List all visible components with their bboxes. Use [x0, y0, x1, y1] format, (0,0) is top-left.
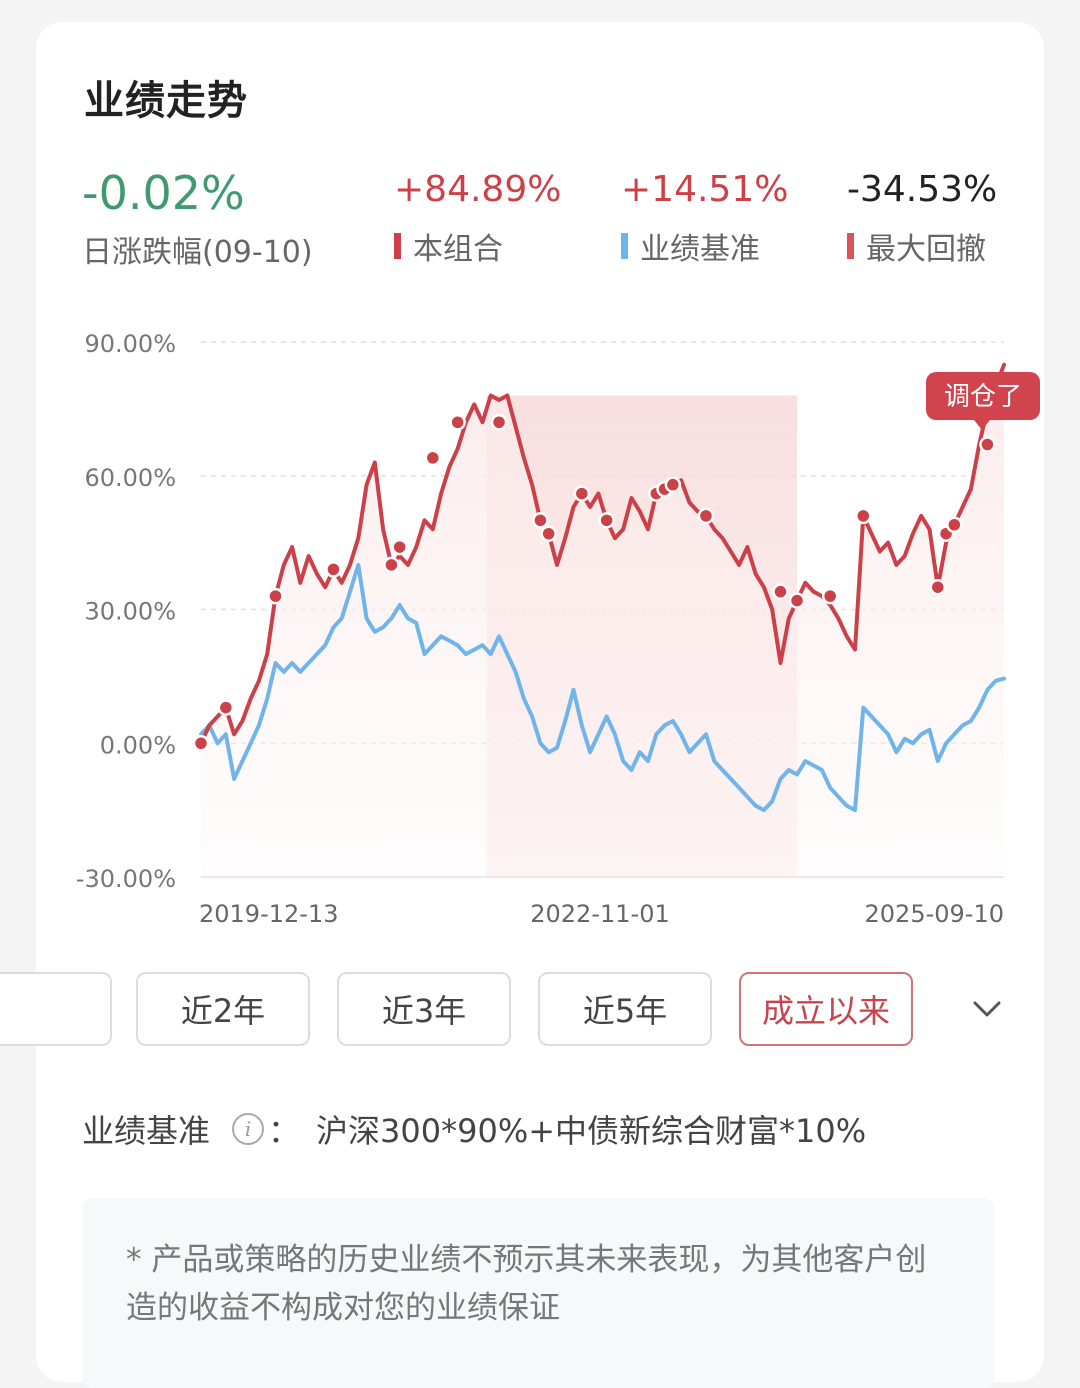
rebalance-marker	[490, 414, 508, 431]
daily-change-label: 日涨跌幅(09-10)	[82, 235, 313, 270]
rebalance-marker	[929, 578, 947, 596]
rebalance-marker	[217, 699, 235, 716]
y-tick-label: -30.00%	[76, 865, 176, 893]
rebalance-marker	[192, 735, 210, 752]
rebalance-marker	[788, 592, 806, 609]
rebalance-marker	[424, 449, 442, 467]
benchmark-formula: 沪深300*90%+中债新综合财富*10%	[316, 1112, 867, 1150]
period-selector: 近2年 近3年 近5年 成立以来	[0, 972, 1044, 1052]
rebalance-marker	[772, 583, 789, 600]
rebalance-marker	[325, 561, 342, 578]
y-tick-label: 0.00%	[100, 731, 176, 759]
benchmark-legend-marker	[621, 233, 628, 259]
rebalance-marker	[391, 538, 408, 556]
drawdown-legend-marker	[847, 233, 854, 259]
period-button-hidden[interactable]	[0, 972, 112, 1046]
rebalance-marker	[979, 436, 996, 453]
portfolio-area	[201, 364, 1004, 877]
rebalance-marker	[449, 414, 466, 431]
benchmark-colon: ：	[268, 1112, 301, 1150]
daily-change-value: -0.02%	[82, 166, 245, 220]
max-drawdown-value: -34.53%	[847, 169, 998, 210]
benchmark-return-value: +14.51%	[621, 169, 789, 210]
info-icon[interactable]: i	[232, 1113, 265, 1145]
rebalance-marker	[573, 485, 591, 502]
x-tick-label: 2019-12-13	[199, 900, 338, 928]
period-button-3y[interactable]: 近3年	[337, 972, 511, 1046]
stat-max-drawdown[interactable]: -34.53% 最大回撤	[847, 170, 997, 268]
benchmark-legend-label: 业绩基准	[640, 232, 760, 267]
rebalance-marker	[532, 512, 549, 529]
disclaimer: * 产品或策略的历史业绩不预示其未来表现，为其他客户创造的收益不构成对您的业绩保…	[82, 1198, 994, 1388]
rebalance-marker	[383, 556, 400, 574]
benchmark-description: 业绩基准 i ： 沪深300*90%+中债新综合财富*10%	[82, 1106, 866, 1152]
rebalance-marker	[540, 525, 557, 542]
portfolio-legend-label: 本组合	[413, 232, 503, 267]
portfolio-return-value: +84.89%	[394, 169, 562, 210]
benchmark-label: 业绩基准	[82, 1112, 211, 1150]
section-title: 业绩走势	[84, 78, 248, 124]
rebalance-marker	[855, 507, 872, 525]
rebalance-marker	[946, 516, 963, 534]
y-tick-label: 60.00%	[84, 464, 176, 492]
performance-card: 业绩走势 -0.02% 日涨跌幅(09-10) +84.89% 本组合 +14.…	[0, 22, 1044, 1388]
period-button-5y[interactable]: 近5年	[538, 972, 712, 1046]
stat-daily-change: -0.02% 日涨跌幅(09-10)	[82, 167, 313, 271]
y-tick-label: 30.00%	[84, 598, 176, 626]
rebalance-marker	[697, 507, 715, 525]
portfolio-legend-marker	[394, 233, 401, 259]
stat-benchmark[interactable]: +14.51% 业绩基准	[621, 170, 788, 268]
x-tick-label: 2022-11-01	[530, 900, 669, 928]
tooltip-pointer	[974, 420, 990, 430]
rebalance-tooltip-text: 调仓了	[944, 382, 1022, 412]
rebalance-marker	[267, 587, 284, 605]
rebalance-tooltip	[926, 372, 1040, 420]
period-button-2y[interactable]: 近2年	[136, 972, 310, 1046]
x-tick-label: 2025-09-10	[865, 900, 1004, 928]
chevron-down-icon[interactable]	[972, 994, 1002, 1024]
rebalance-marker	[598, 512, 615, 529]
performance-line-chart[interactable]: 90.00% 60.00% 30.00% 0.00% -30.00% 调仓了 2019-12…	[36, 22, 1044, 942]
drawdown-legend-label: 最大回撤	[866, 232, 986, 267]
y-tick-label: 90.00%	[84, 330, 176, 358]
benchmark-line	[199, 562, 1006, 813]
stat-portfolio[interactable]: +84.89% 本组合	[394, 170, 561, 268]
rebalance-marker	[664, 476, 682, 493]
rebalance-marker	[821, 587, 839, 605]
period-button-since-inception[interactable]: 成立以来	[739, 972, 913, 1046]
